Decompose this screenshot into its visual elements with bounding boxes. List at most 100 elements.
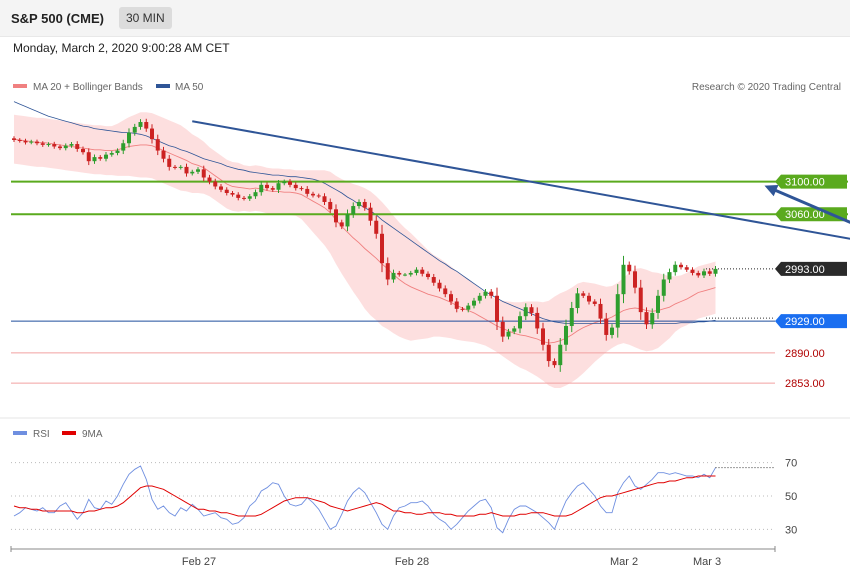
candle-body bbox=[673, 264, 678, 273]
candle-body bbox=[713, 268, 718, 274]
candle-body bbox=[52, 144, 57, 147]
candle-body bbox=[535, 312, 540, 329]
candle-body bbox=[437, 282, 442, 289]
candle-body bbox=[150, 128, 154, 140]
candle-body bbox=[167, 158, 172, 167]
candle-body bbox=[207, 177, 212, 182]
candle-body bbox=[638, 287, 643, 313]
price-legend: MA 20 + Bollinger Bands MA 50 Research ©… bbox=[13, 82, 841, 93]
candle-body bbox=[339, 222, 344, 227]
candle-body bbox=[707, 271, 712, 274]
level-label: 3060.00 bbox=[785, 209, 825, 221]
timestamp: Monday, March 2, 2020 9:00:28 AM CET bbox=[13, 41, 230, 55]
candle-body bbox=[587, 295, 591, 302]
candle-body bbox=[679, 264, 683, 268]
level-label: 2853.00 bbox=[785, 378, 825, 390]
candle-body bbox=[104, 154, 108, 159]
candle-body bbox=[702, 271, 706, 276]
ma20-swatch bbox=[13, 84, 27, 88]
candle-body bbox=[431, 277, 436, 283]
rsi-swatch bbox=[13, 431, 27, 435]
candle-body bbox=[644, 312, 649, 325]
target-arrow-head bbox=[764, 185, 779, 197]
time-axis: Feb 27 Feb 28 Mar 2 Mar 3 bbox=[10, 546, 776, 568]
candle-body bbox=[219, 186, 223, 190]
candle-body bbox=[184, 166, 189, 174]
ma20-legend-label: MA 20 + Bollinger Bands bbox=[33, 82, 143, 93]
level-tag bbox=[775, 261, 847, 276]
x-tick-label: Mar 3 bbox=[693, 556, 721, 568]
candle-body bbox=[316, 195, 321, 197]
candle-body bbox=[17, 139, 22, 141]
candle-body bbox=[512, 328, 517, 332]
candle-body bbox=[288, 181, 292, 185]
level-label: 2890.00 bbox=[785, 348, 825, 360]
candle-body bbox=[610, 327, 614, 335]
candle-body bbox=[127, 132, 131, 144]
target-arrow-line bbox=[769, 186, 850, 224]
candle-body bbox=[81, 148, 85, 153]
candle-body bbox=[265, 184, 269, 189]
candle-body bbox=[253, 192, 258, 197]
candle-body bbox=[558, 344, 563, 366]
candle-body bbox=[259, 184, 264, 193]
candle-body bbox=[196, 169, 200, 172]
candle-body bbox=[615, 294, 620, 328]
candle-body bbox=[529, 307, 534, 313]
candle-body bbox=[690, 269, 695, 273]
candle-body bbox=[633, 271, 637, 288]
candle-body bbox=[604, 318, 609, 335]
candle-body bbox=[311, 193, 315, 196]
candle-body bbox=[69, 144, 74, 146]
level-label: 2929.00 bbox=[785, 316, 825, 328]
candle-body bbox=[161, 150, 166, 159]
candle-body bbox=[362, 201, 367, 208]
candle-body bbox=[132, 126, 137, 133]
candle-body bbox=[500, 321, 505, 337]
price-panel: 3100.00 3060.00 2993.00 2929.00 2890.00 2853.… bbox=[11, 101, 850, 390]
candle-body bbox=[483, 291, 488, 296]
candle-body bbox=[224, 189, 229, 193]
interval-badge[interactable]: 30 MIN bbox=[119, 7, 172, 29]
level-tag bbox=[775, 207, 847, 222]
level-label: 3100.00 bbox=[785, 177, 825, 189]
candle-body bbox=[541, 328, 545, 345]
candle-body bbox=[155, 139, 160, 151]
candle-body bbox=[650, 312, 655, 325]
candle-body bbox=[523, 307, 528, 317]
x-tick-label: Mar 2 bbox=[610, 556, 638, 568]
candle-body bbox=[414, 269, 419, 273]
instrument-title: S&P 500 (CME) bbox=[11, 11, 104, 26]
candle-body bbox=[178, 166, 183, 168]
candle-body bbox=[242, 197, 246, 199]
rsi-line bbox=[13, 465, 716, 534]
candle-body bbox=[449, 294, 453, 302]
candle-body bbox=[40, 143, 45, 145]
candle-body bbox=[35, 141, 39, 144]
candle-body bbox=[86, 152, 91, 162]
candle-body bbox=[477, 295, 482, 301]
candle-body bbox=[661, 279, 666, 296]
candle-body bbox=[472, 300, 476, 306]
x-tick-label: Feb 28 bbox=[395, 556, 429, 568]
rsi-legend: RSI 9MA bbox=[13, 429, 103, 440]
candle-body bbox=[92, 157, 97, 162]
candle-body bbox=[58, 146, 62, 149]
candle-body bbox=[121, 143, 126, 151]
rsi-legend-label: RSI bbox=[33, 429, 50, 440]
candle-body bbox=[138, 122, 143, 127]
candle-body bbox=[408, 272, 413, 275]
candle-body bbox=[23, 140, 28, 143]
rsi-ma-line bbox=[13, 475, 716, 517]
candle-body bbox=[667, 272, 672, 280]
candle-body bbox=[391, 272, 396, 280]
ma50-swatch bbox=[156, 84, 170, 88]
candle-body bbox=[293, 184, 298, 189]
downtrend-line bbox=[192, 120, 850, 240]
candle-body bbox=[460, 308, 465, 310]
candle-body bbox=[75, 144, 80, 149]
candle-body bbox=[454, 301, 459, 309]
candle-body bbox=[115, 150, 120, 154]
candle-body bbox=[144, 122, 149, 129]
